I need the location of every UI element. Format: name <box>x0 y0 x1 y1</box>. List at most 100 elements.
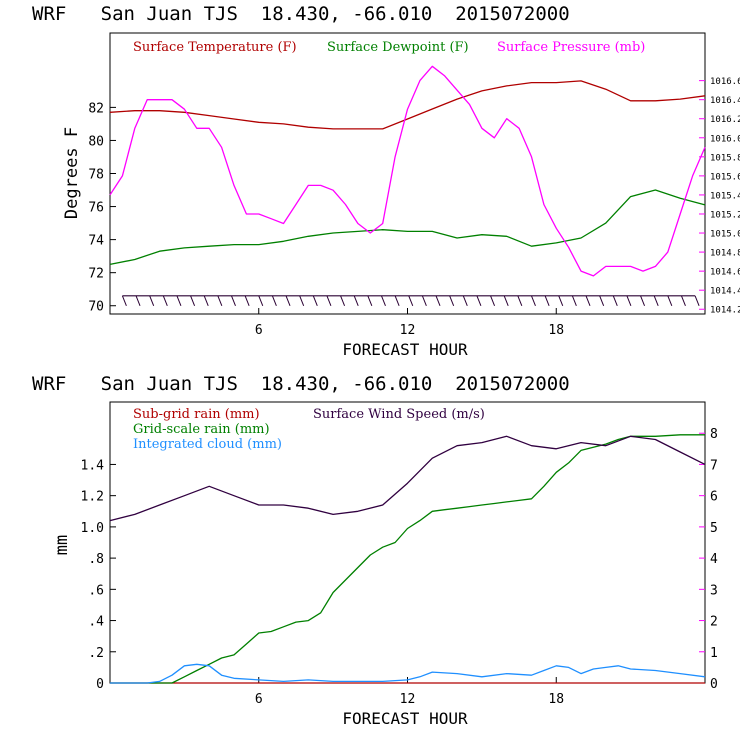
bottom-y2tick-label: 0 <box>710 677 718 692</box>
top-left-axis: 70 72 74 76 78 80 82 <box>88 101 116 315</box>
top-y2tick-label: 1014.2 <box>710 306 740 316</box>
legend-grid-scale-rain: Grid-scale rain (mm) <box>133 422 270 437</box>
top-y2tick-label: 1016.4 <box>710 96 740 106</box>
top-ytick-label: 74 <box>88 234 104 249</box>
wind-barb <box>135 295 141 307</box>
bottom-ytick-label: .4 <box>88 615 104 630</box>
wind-barb <box>203 295 209 307</box>
top-ytick-label: 82 <box>88 101 104 116</box>
top-ytick-label: 72 <box>88 267 104 282</box>
wind-barb <box>626 295 632 307</box>
wind-barb <box>162 295 168 307</box>
bottom-y2tick-label: 5 <box>710 521 718 536</box>
wind-barb <box>599 295 605 307</box>
top-y2tick-label: 1015.8 <box>710 153 740 163</box>
top-y2tick-label: 1015.2 <box>710 210 740 220</box>
bottom-right-axis: 0 1 2 3 4 5 6 7 8 <box>699 427 718 692</box>
top-x-axis-label: FORECAST HOUR <box>342 340 468 359</box>
bottom-chart-title: WRF San Juan TJS 18.430, -66.010 2015072… <box>32 373 570 395</box>
legend-surface-pressure: Surface Pressure (mb) <box>497 40 645 55</box>
wind-barb <box>176 295 182 307</box>
bottom-y-axis-label: mm <box>52 535 72 555</box>
bottom-y2tick-label: 8 <box>710 427 718 442</box>
wind-barb <box>544 295 550 307</box>
wind-barb <box>149 295 155 307</box>
bottom-ytick-label: 1.4 <box>81 458 105 473</box>
bottom-ytick-label: 0 <box>96 677 104 692</box>
wind-barb <box>612 295 618 307</box>
series-surface-temperature-f <box>109 80 706 130</box>
wind-barb <box>667 295 673 307</box>
wind-barb <box>299 295 305 307</box>
bottom-x-axis: 6 12 18 <box>255 677 564 707</box>
legend-surface-wind-speed: Surface Wind Speed (m/s) <box>313 407 485 422</box>
top-series-group <box>109 65 706 277</box>
wind-barb <box>121 295 127 307</box>
wind-barb <box>217 295 223 307</box>
top-y2tick-label: 1016.2 <box>710 115 740 125</box>
wind-barb <box>585 295 591 307</box>
wind-barb <box>190 295 196 307</box>
series-surface-wind-speed-m-s <box>109 435 706 522</box>
wind-barb <box>367 295 373 307</box>
wind-barb <box>694 295 700 307</box>
wind-barb <box>476 295 482 307</box>
wind-barb <box>408 295 414 307</box>
wind-barb <box>381 295 386 307</box>
top-xtick-label: 18 <box>548 323 564 338</box>
top-y2tick-label: 1015.6 <box>710 172 740 182</box>
top-xtick-label: 12 <box>400 323 416 338</box>
bottom-y2tick-label: 1 <box>710 646 718 661</box>
top-chart-title: WRF San Juan TJS 18.430, -66.010 2015072… <box>32 3 570 25</box>
wind-barb <box>258 295 264 307</box>
wind-barb <box>435 295 441 307</box>
wind-barb <box>353 295 359 307</box>
top-ytick-label: 78 <box>88 168 104 183</box>
bottom-ytick-label: .8 <box>88 552 104 567</box>
series-surface-dewpoint-f <box>109 189 706 266</box>
legend-integrated-cloud: Integrated cloud (mm) <box>133 437 282 452</box>
wind-barb <box>244 295 250 307</box>
bottom-xtick-label: 18 <box>548 692 564 707</box>
wind-barb <box>517 295 523 307</box>
top-y2tick-label: 1014.4 <box>710 287 740 297</box>
top-y2tick-label: 1015.0 <box>710 230 740 240</box>
wind-barb <box>462 295 468 307</box>
bottom-ytick-label: 1.2 <box>81 490 104 505</box>
wind-barb <box>503 295 509 307</box>
wind-barb <box>326 295 332 307</box>
bottom-y2tick-label: 2 <box>710 615 718 630</box>
bottom-y2tick-label: 4 <box>710 552 718 567</box>
top-plot-frame <box>109 32 706 315</box>
top-y2tick-label: 1014.8 <box>710 249 740 259</box>
bottom-y2tick-label: 7 <box>710 458 718 473</box>
bottom-y2tick-label: 3 <box>710 583 718 598</box>
wind-barb <box>231 295 236 307</box>
top-ytick-label: 80 <box>88 134 104 149</box>
bottom-x-axis-label: FORECAST HOUR <box>342 709 468 728</box>
wind-barb <box>340 295 346 307</box>
top-y2tick-label: 1014.6 <box>710 268 740 278</box>
top-xtick-label: 6 <box>255 323 263 338</box>
wind-barb <box>271 295 277 307</box>
top-ytick-label: 70 <box>88 300 104 315</box>
bottom-y2tick-label: 6 <box>710 490 718 505</box>
legend-surface-temperature: Surface Temperature (F) <box>133 40 297 55</box>
bottom-xtick-label: 6 <box>255 692 263 707</box>
wind-barb <box>394 295 400 307</box>
wind-barb <box>285 295 291 307</box>
wind-barb <box>571 295 577 307</box>
top-ytick-label: 76 <box>88 201 104 216</box>
bottom-xtick-label: 12 <box>400 692 416 707</box>
wind-barb <box>680 295 686 307</box>
bottom-ytick-label: .6 <box>88 583 104 598</box>
top-y2tick-label: 1016.6 <box>710 77 740 87</box>
series-grid-scale-rain-mm <box>110 434 705 684</box>
wind-barb <box>558 295 564 307</box>
wind-barb <box>530 295 536 307</box>
top-y2tick-label: 1016.0 <box>710 134 740 144</box>
wind-barb <box>490 295 496 307</box>
series-surface-pressure-mb <box>109 65 706 277</box>
bottom-left-axis: 0 .2 .4 .6 .8 1.0 1.2 1.4 <box>81 458 116 692</box>
